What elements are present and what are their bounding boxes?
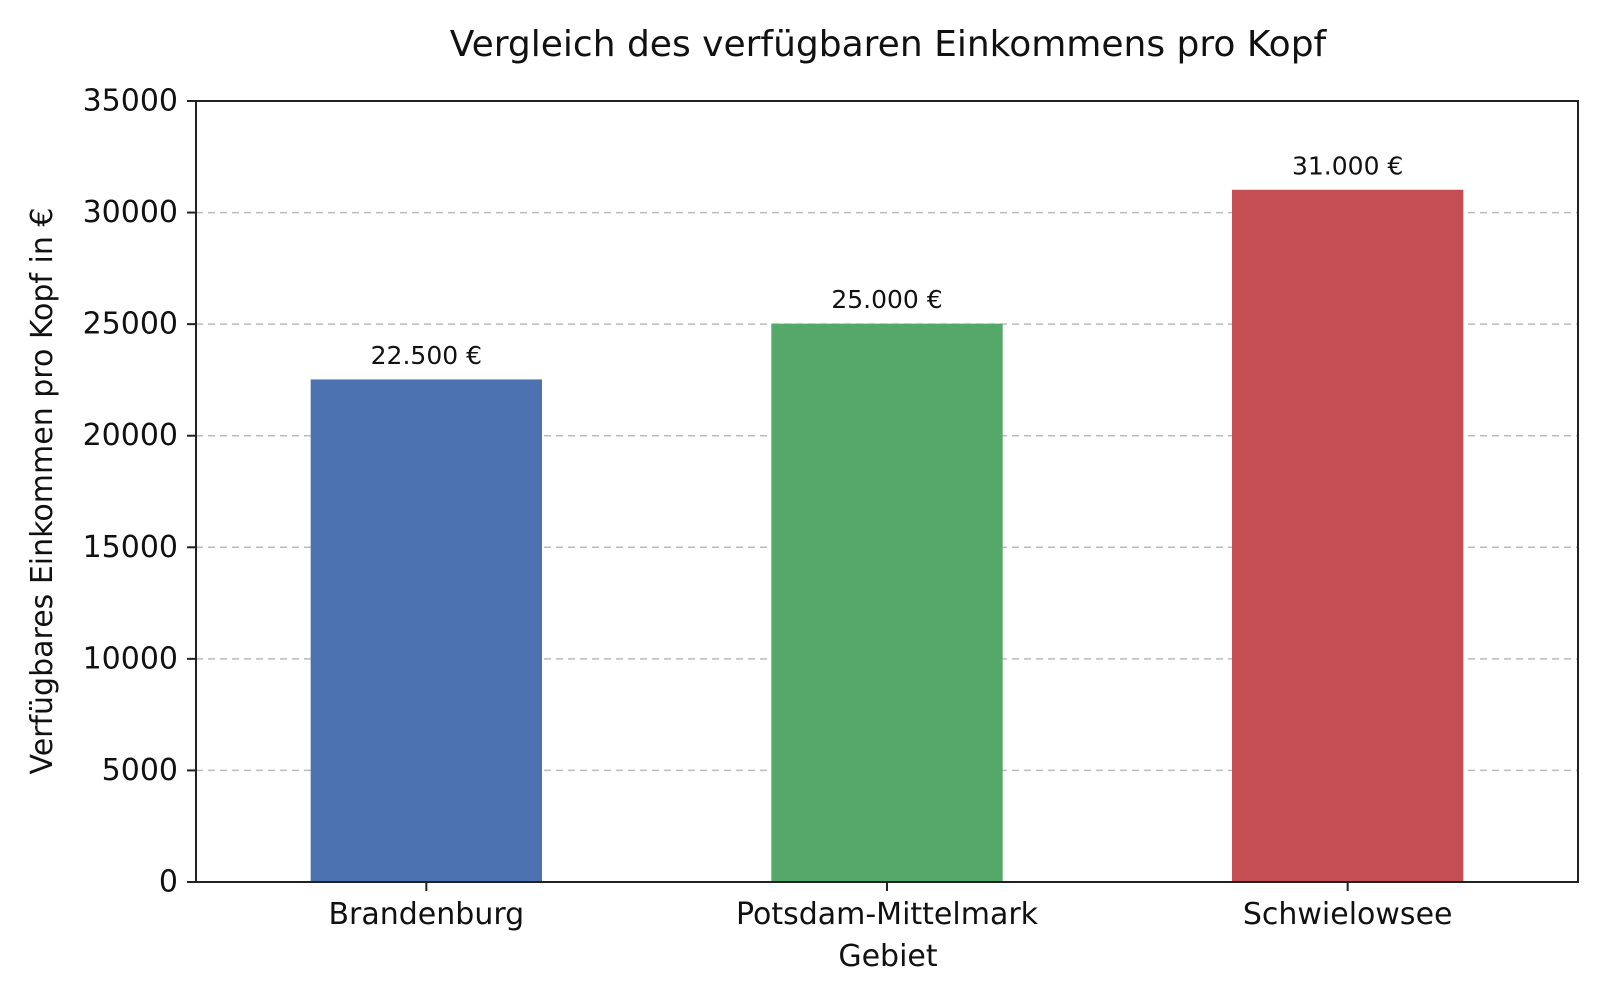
y-tick-label: 5000 bbox=[102, 753, 178, 788]
y-tick-label: 15000 bbox=[83, 530, 178, 565]
y-tick-label: 10000 bbox=[83, 641, 178, 676]
bar-schwielowsee bbox=[1232, 189, 1464, 883]
x-tick-label: Potsdam-Mittelmark bbox=[736, 897, 1039, 932]
x-axis-label: Gebiet bbox=[838, 939, 938, 974]
bar-brandenburg bbox=[310, 379, 542, 883]
x-tick-label: Schwielowsee bbox=[1243, 897, 1453, 932]
bar-value-label: 22.500 € bbox=[371, 341, 482, 370]
y-tick-label: 35000 bbox=[83, 84, 178, 119]
y-axis-label: Verfügbares Einkommen pro Kopf in € bbox=[25, 208, 60, 775]
x-tick-label: Brandenburg bbox=[328, 897, 524, 932]
y-tick-label: 25000 bbox=[83, 307, 178, 342]
chart-title: Vergleich des verfügbaren Einkommens pro… bbox=[450, 24, 1328, 65]
bar-value-label: 25.000 € bbox=[831, 285, 942, 314]
bars bbox=[310, 189, 1464, 883]
x-axis-ticks: Brandenburg Potsdam-Mittelmark Schwielowse… bbox=[328, 882, 1452, 932]
y-tick-label: 20000 bbox=[83, 418, 178, 453]
y-tick-label: 0 bbox=[159, 865, 178, 900]
bar-value-labels: 22.500 € 25.000 € 31.000 € bbox=[371, 151, 1404, 370]
bar-potsdam-mittelmark bbox=[771, 323, 1003, 883]
y-axis-ticks: 0 5000 10000 15000 20000 25000 30000 35000 bbox=[83, 84, 196, 900]
y-tick-label: 30000 bbox=[83, 195, 178, 230]
bar-value-label: 31.000 € bbox=[1292, 151, 1403, 180]
